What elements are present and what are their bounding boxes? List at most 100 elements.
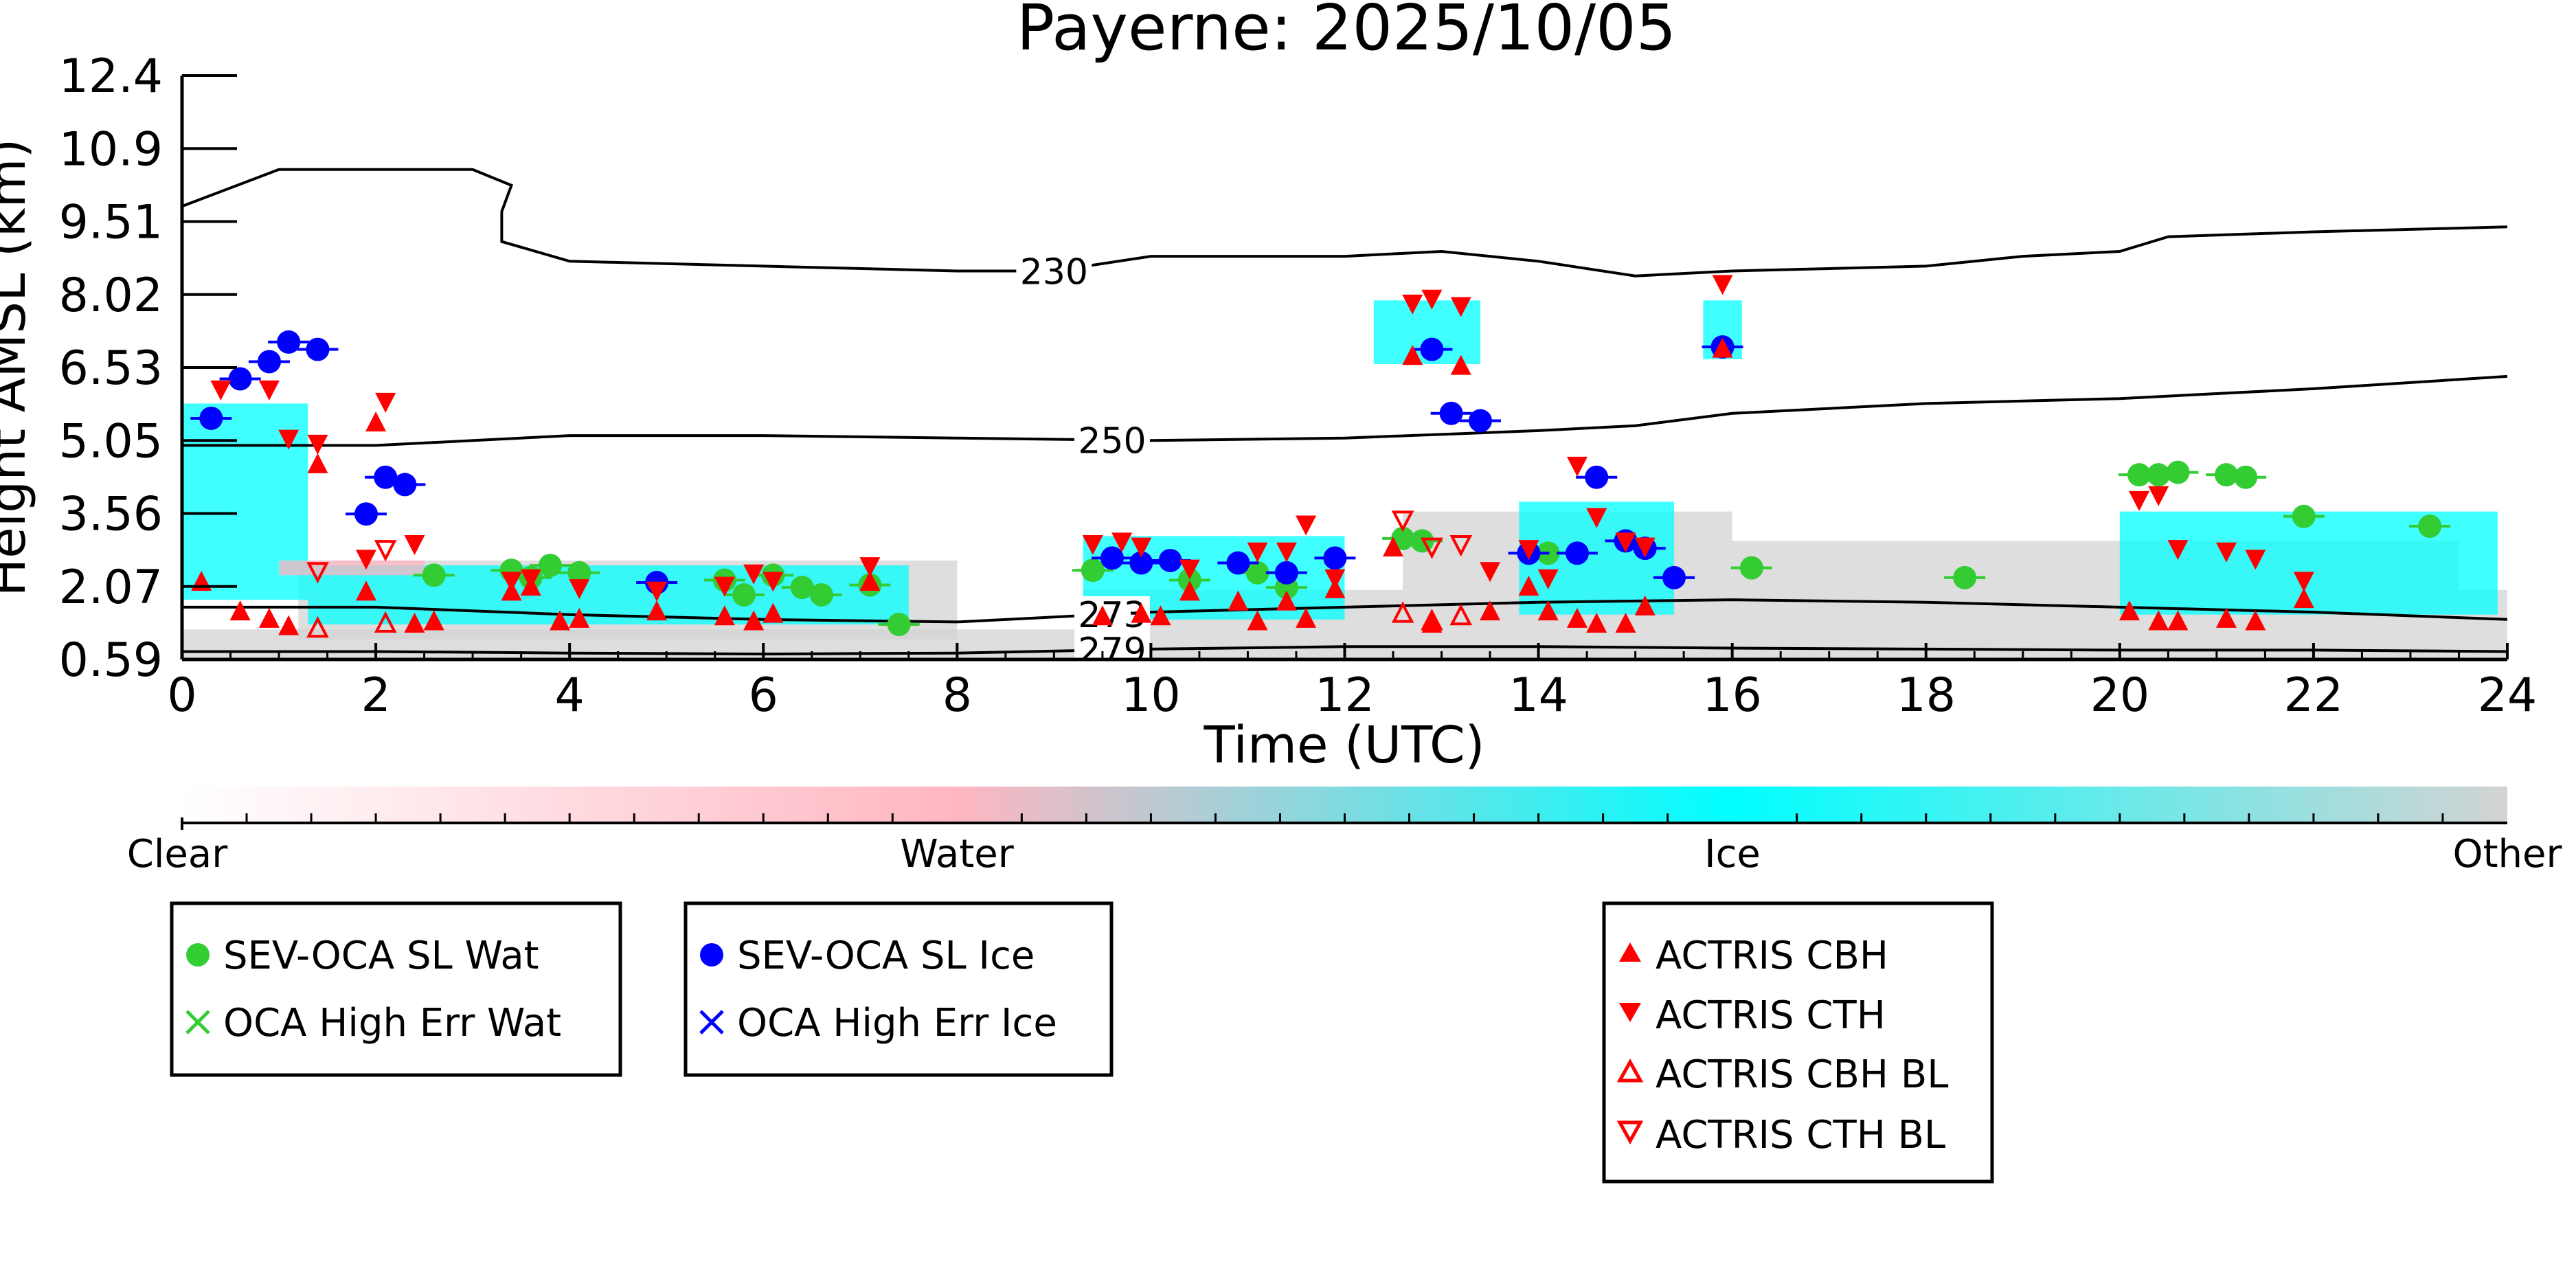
- x-tick-label: 20: [2090, 668, 2150, 723]
- data-point: [1450, 297, 1471, 317]
- isotherm-line: [182, 598, 2507, 624]
- data-point: [1410, 529, 1434, 553]
- x-tick-label: 18: [1896, 668, 1956, 723]
- y-tick-label: 6.53: [59, 341, 163, 396]
- data-point: [228, 367, 252, 391]
- data-point: [1634, 595, 1656, 615]
- y-tick-label: 12.4: [59, 49, 163, 104]
- data-point: [1480, 600, 1501, 621]
- data-point: [375, 392, 396, 413]
- legend-label-actris-cbh: ACTRIS CBH: [1656, 934, 1888, 978]
- legend-marker-actris-cbh: [1619, 942, 1641, 962]
- isotherm-label: 250: [1078, 421, 1146, 462]
- data-point: [1712, 337, 1733, 358]
- data-point: [1585, 465, 1609, 489]
- legend-entry-oca-high-err-ice: OCA High Err Ice: [699, 1001, 1057, 1046]
- data-point: [1179, 580, 1200, 601]
- data-point: [859, 557, 881, 578]
- legend-marker-sev-oca-wat: [186, 943, 210, 967]
- legend-entry-actris-cbh-bl: ACTRIS CBH BL: [1616, 1052, 1948, 1097]
- data-point: [520, 569, 541, 589]
- legend-marker-actris-cth-bl: [1616, 1120, 1644, 1145]
- data-point: [374, 611, 397, 633]
- data-point: [790, 576, 814, 600]
- data-point: [1245, 561, 1269, 585]
- data-point: [2129, 490, 2150, 511]
- y-tick-label: 3.56: [59, 488, 163, 542]
- data-point: [306, 337, 330, 361]
- data-point: [1391, 601, 1414, 623]
- legend-entry-sev-oca-wat: SEV-OCA SL Wat: [186, 934, 539, 978]
- axes: 0 2 4 6 8 10 12 14 16 18 20 22 240.592.073.565.056.5…: [59, 49, 2538, 723]
- x-tick-label: 6: [749, 668, 778, 723]
- data-point: [2166, 460, 2190, 484]
- legend-marker-oca-high-err-ice: [699, 1010, 724, 1035]
- data-point: [1296, 607, 1317, 628]
- x-tick-label: 16: [1702, 668, 1762, 723]
- x-tick-label: 12: [1315, 668, 1375, 723]
- data-point: [1247, 610, 1268, 631]
- data-point: [210, 380, 231, 400]
- data-point: [2148, 610, 2169, 631]
- data-point: [2147, 463, 2171, 487]
- data-point: [859, 571, 881, 591]
- data-point: [229, 600, 251, 621]
- data-point: [1081, 558, 1105, 583]
- data-point: [1468, 409, 1492, 433]
- data-point: [306, 562, 329, 584]
- data-point: [306, 615, 329, 638]
- data-point: [762, 572, 784, 592]
- data-point: [567, 561, 591, 585]
- cloud-mask-region: [279, 560, 425, 576]
- isotherm-label-bg: [1074, 632, 1150, 659]
- data-point: [1420, 337, 1444, 361]
- data-point: [278, 429, 300, 450]
- data-point: [1179, 559, 1200, 580]
- colorbar-label-other: Other: [2452, 832, 2562, 877]
- data-point: [743, 564, 765, 585]
- data-point: [393, 473, 417, 497]
- data-point: [1518, 540, 1539, 561]
- data-point: [1323, 546, 1347, 570]
- colorbar-label-water: Water: [900, 832, 1015, 877]
- isotherm-label-bg: [1016, 253, 1092, 289]
- data-point: [1421, 537, 1443, 559]
- x-tick-label: 2: [361, 668, 390, 723]
- data-point: [1662, 565, 1686, 589]
- data-point: [1402, 294, 1423, 315]
- data-point: [569, 579, 590, 600]
- data-point: [2214, 463, 2238, 487]
- data-point: [538, 554, 562, 578]
- data-point: [355, 580, 376, 601]
- data-point: [2167, 540, 2189, 561]
- legend-label-actris-cth-bl: ACTRIS CTH BL: [1656, 1113, 1945, 1157]
- data-point: [1449, 534, 1473, 557]
- data-point: [2148, 486, 2169, 506]
- data-point: [277, 330, 301, 354]
- data-point: [714, 576, 735, 597]
- x-axis-label: Time (UTC): [1203, 716, 1484, 775]
- data-point: [423, 610, 444, 631]
- data-point: [404, 613, 425, 633]
- data-point: [1111, 532, 1133, 553]
- data-point: [307, 434, 328, 455]
- data-point: [2119, 600, 2140, 621]
- y-tick-label: 8.02: [59, 269, 163, 323]
- data-point: [2245, 610, 2266, 631]
- data-point: [2215, 607, 2237, 628]
- data-point: [354, 502, 378, 526]
- data-point: [1247, 542, 1268, 563]
- y-tick-label: 0.59: [59, 633, 163, 688]
- data-point: [2215, 542, 2237, 563]
- data-point: [1228, 590, 1249, 611]
- data-point: [1131, 537, 1152, 558]
- chart-title: Payerne: 2025/10/05: [1017, 0, 1676, 65]
- data-point: [2293, 588, 2314, 609]
- data-point: [1150, 605, 1171, 626]
- legend-entry-actris-cbh: ACTRIS CBH: [1619, 934, 1888, 978]
- data-point: [1131, 602, 1152, 623]
- data-point: [2167, 610, 2189, 631]
- data-point: [404, 534, 425, 555]
- data-point: [762, 602, 784, 623]
